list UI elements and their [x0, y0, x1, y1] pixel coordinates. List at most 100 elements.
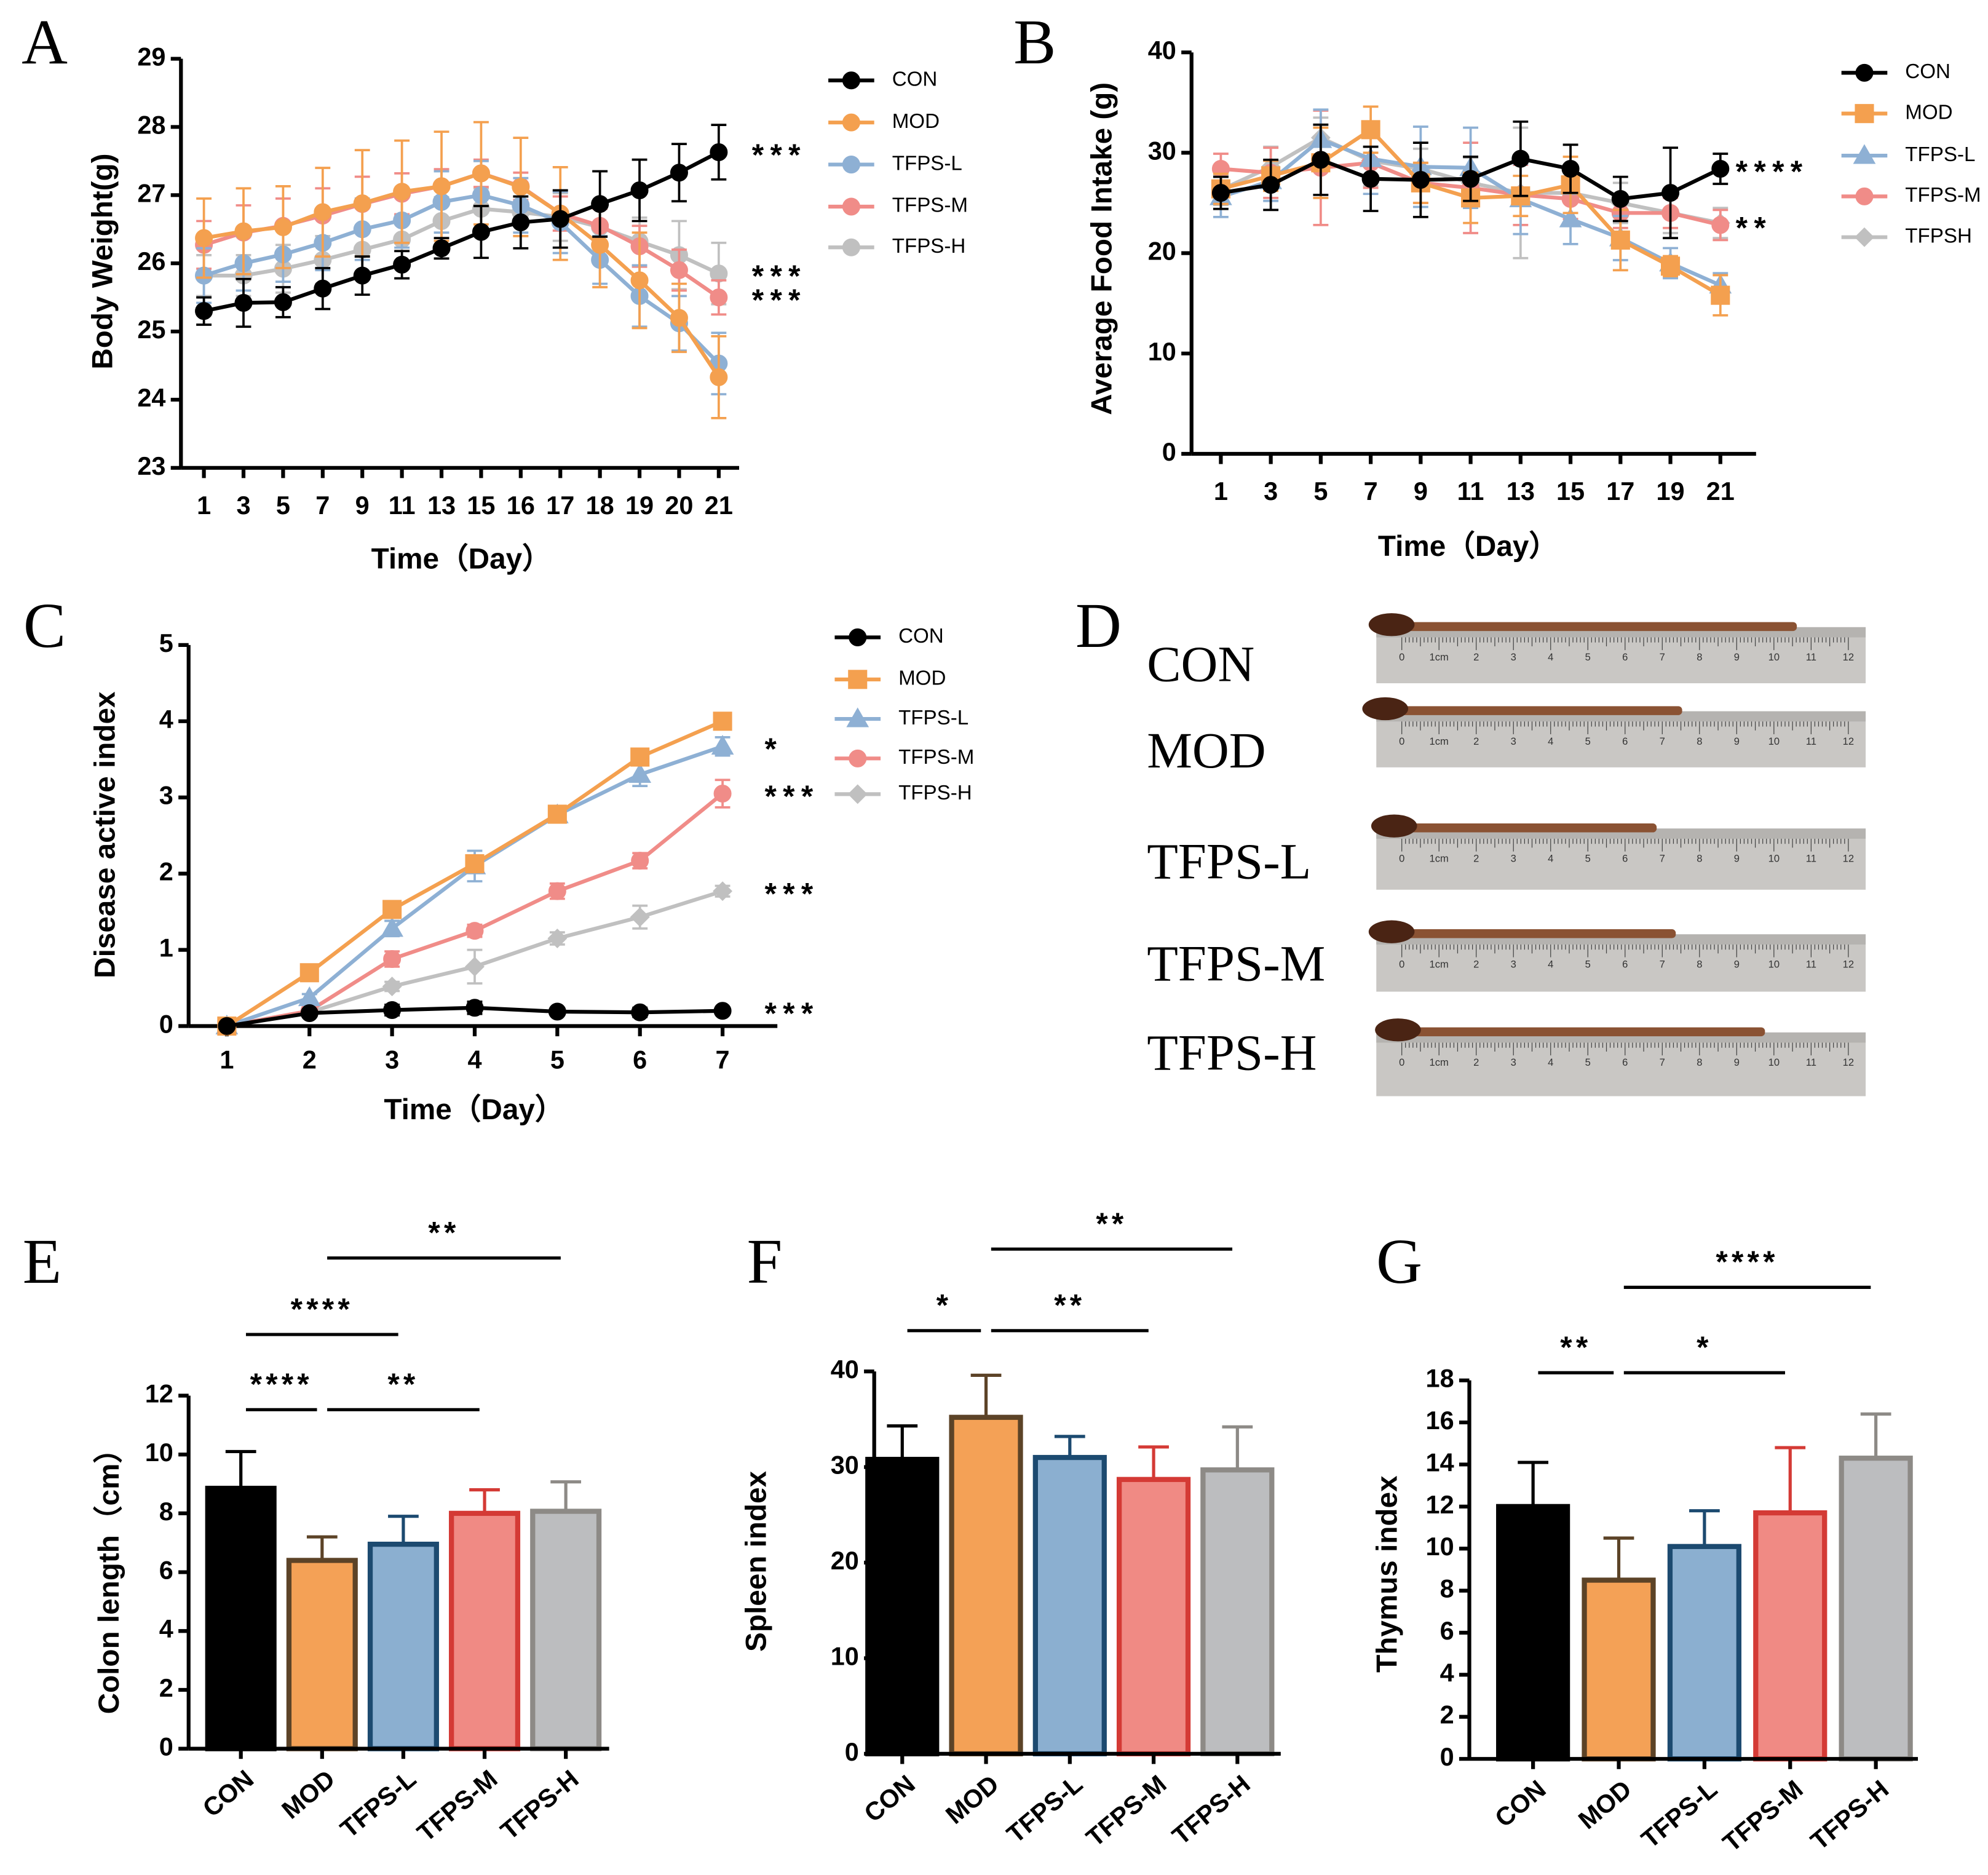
y-tick-label: 8 [1440, 1574, 1454, 1603]
photo-label: CON [1147, 635, 1254, 692]
ruler-label: 10 [1768, 958, 1780, 970]
legend-label: CON [898, 625, 944, 648]
bar [1116, 1477, 1191, 1757]
x-tick-label: TFPS-H [495, 1764, 584, 1845]
point [512, 213, 530, 232]
legend-label: TFPS-M [898, 746, 974, 769]
annotation: *** [764, 779, 819, 814]
legend-marker [849, 749, 867, 767]
annotation: *** [752, 283, 807, 317]
point [630, 907, 650, 927]
ruler-label: 0 [1399, 651, 1404, 663]
x-axis-title: Time（Day） [1378, 530, 1558, 563]
y-tick-label: 25 [137, 315, 165, 344]
ruler-label: 9 [1734, 958, 1740, 970]
point [465, 854, 485, 874]
ruler-label: 2 [1473, 1056, 1479, 1068]
y-axis-title: Average Food Intake (g) [1085, 82, 1118, 415]
y-tick-label: 28 [137, 110, 165, 139]
point [710, 368, 728, 386]
y-tick-label: 14 [1426, 1448, 1454, 1477]
colon [1379, 823, 1657, 833]
point [547, 804, 567, 824]
legend-label: TFPS-M [892, 194, 968, 217]
ruler-label: 9 [1734, 852, 1740, 864]
ruler-label: 11 [1806, 1056, 1816, 1068]
panel-letter: D [1075, 591, 1122, 661]
ruler-label: 6 [1622, 651, 1628, 663]
bar [949, 1414, 1023, 1757]
y-tick-label: 1 [159, 934, 173, 962]
y-tick-label: 10 [1426, 1532, 1454, 1561]
significance-label: * [937, 1288, 952, 1323]
point [299, 963, 319, 983]
point [1462, 170, 1480, 188]
x-tick-label: 3 [385, 1045, 399, 1074]
y-tick-label: 10 [831, 1641, 859, 1670]
y-tick-label: 16 [1426, 1406, 1454, 1435]
point [670, 309, 688, 327]
x-tick-label: TFPS-M [1080, 1769, 1171, 1852]
y-tick-label: 3 [159, 781, 173, 810]
x-tick-label: 3 [1264, 477, 1278, 505]
ruler-label: 1cm [1430, 1056, 1449, 1068]
point [713, 881, 733, 902]
ruler-label: 5 [1585, 958, 1591, 970]
ruler-label: 2 [1473, 958, 1479, 970]
y-tick-label: 2 [1440, 1700, 1454, 1729]
y-axis-title: Spleen index [740, 1470, 773, 1651]
ruler-label: 3 [1511, 852, 1516, 864]
point [1211, 184, 1230, 202]
panel-letter: C [23, 591, 66, 661]
point [670, 261, 688, 279]
y-tick-label: 29 [137, 42, 165, 71]
x-tick-label: 4 [467, 1045, 481, 1074]
x-tick-label: 7 [315, 491, 330, 520]
legend-marker [1853, 144, 1876, 164]
photo-label: MOD [1147, 722, 1265, 779]
ruler-label: 8 [1697, 852, 1702, 864]
x-tick-label: 7 [1364, 477, 1378, 505]
point [713, 1002, 732, 1020]
point [630, 747, 650, 767]
legend-marker [842, 113, 860, 132]
point [551, 210, 569, 228]
y-tick-label: 23 [137, 451, 165, 480]
point [1661, 184, 1680, 202]
ruler-label: 12 [1843, 958, 1854, 970]
point [234, 222, 253, 240]
y-tick-label: 6 [1440, 1616, 1454, 1645]
point [628, 763, 652, 783]
colon-end [1368, 920, 1415, 943]
legend-label: CON [1905, 60, 1950, 83]
ruler-label: 7 [1660, 651, 1665, 663]
ruler-label: 8 [1697, 1056, 1702, 1068]
ruler-label: 9 [1734, 1056, 1740, 1068]
x-tick-label: CON [197, 1764, 259, 1822]
ruler-label: 5 [1585, 1056, 1591, 1068]
x-tick-label: 6 [633, 1045, 647, 1074]
ruler-label: 5 [1585, 735, 1591, 747]
annotation: *** [752, 138, 807, 172]
point [432, 239, 451, 258]
point [711, 735, 734, 755]
point [631, 852, 649, 870]
ruler-label: 7 [1660, 958, 1665, 970]
bar [1839, 1456, 1913, 1762]
annotation: **** [1736, 154, 1809, 189]
legend-label: MOD [898, 667, 946, 690]
ruler-label: 10 [1768, 735, 1780, 747]
colon [1369, 706, 1682, 715]
bar [1032, 1454, 1107, 1757]
point [353, 266, 371, 285]
colon [1376, 929, 1676, 938]
legend-label: TFPS-H [898, 782, 972, 804]
y-tick-label: 40 [1148, 36, 1176, 65]
colon-end [1371, 814, 1417, 838]
legend-label: MOD [892, 110, 940, 133]
point [1411, 170, 1430, 189]
legend-label: TFPS-M [1905, 184, 1981, 207]
point [1361, 120, 1380, 140]
ruler-label: 1cm [1430, 958, 1449, 970]
panel-letter: A [22, 7, 68, 77]
